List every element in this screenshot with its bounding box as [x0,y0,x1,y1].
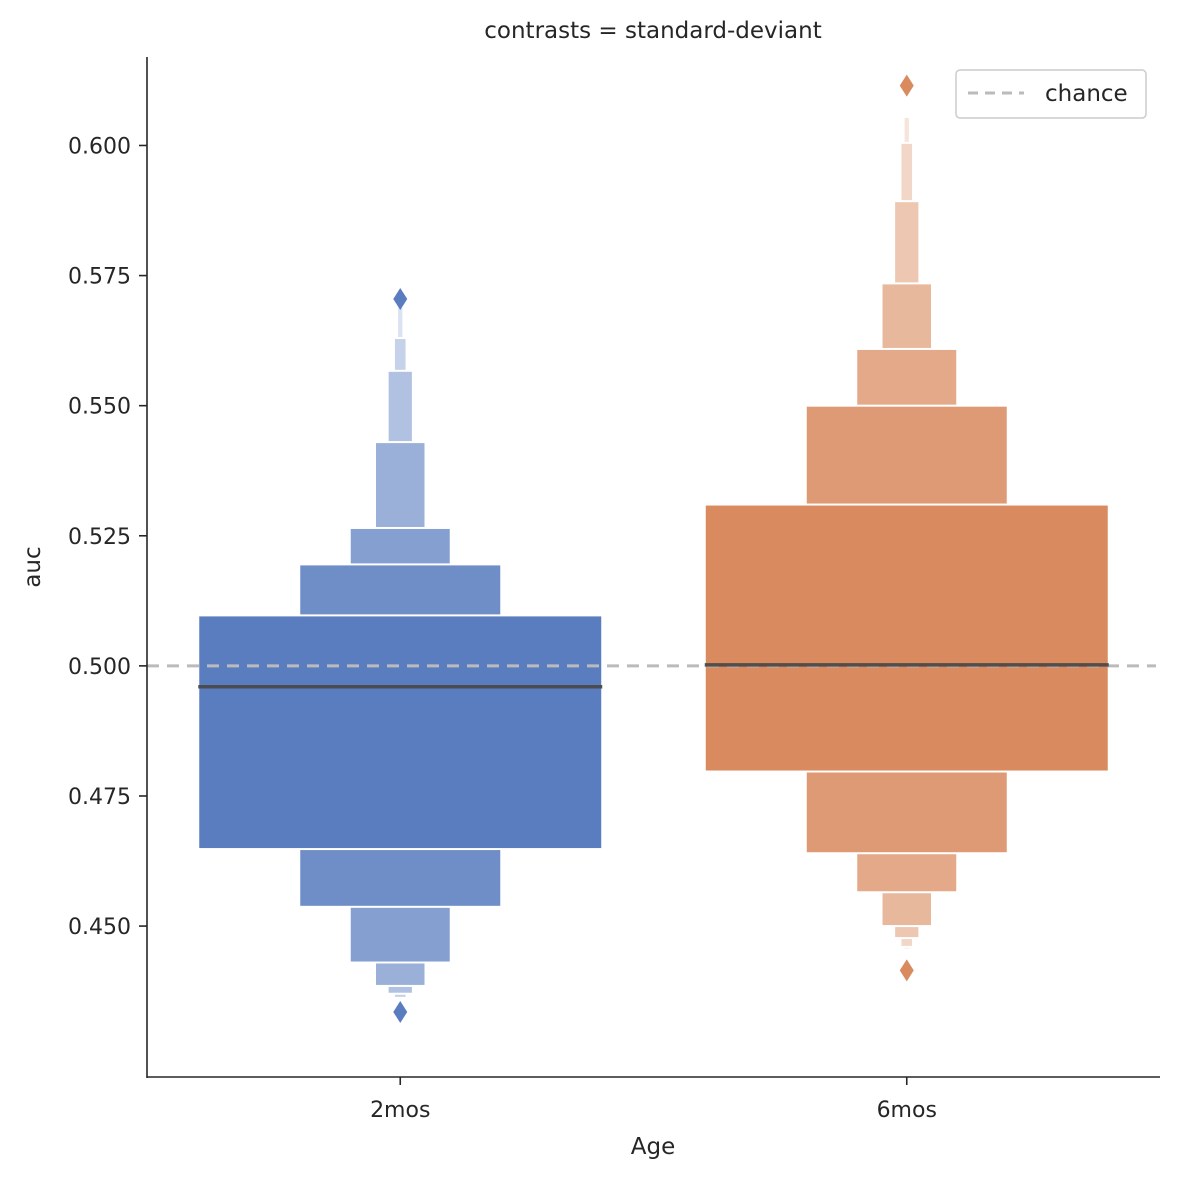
boxen-level-6mos-1 [703,503,1110,773]
y-axis-label: auc [20,546,46,587]
y-tick-label: 0.600 [68,134,131,159]
y-tick-label: 0.525 [68,525,131,550]
legend: chance [955,69,1147,119]
x-ticks: 2mos 6mos [370,1077,937,1123]
outlier-2mos-1 [393,287,408,310]
y-tick-label: 0.550 [68,395,131,420]
series-6mos [703,74,1110,982]
x-tick-label: 2mos [370,1098,430,1123]
y-tick-label: 0.475 [68,785,131,810]
series-2mos [197,287,604,1023]
outlier-6mos-1 [899,74,914,97]
legend-chance-label: chance [1045,81,1128,107]
y-ticks: 0.450 0.475 0.500 0.525 0.550 0.575 0.600 [68,134,147,940]
outlier-2mos-2 [393,1000,408,1023]
boxen-level-2mos-1 [197,614,604,851]
plot-area [147,74,1156,1023]
y-tick-label: 0.575 [68,265,131,290]
chart-title: contrasts = standard-deviant [484,18,822,44]
legend-frame [955,69,1147,119]
outlier-6mos-2 [899,959,914,982]
y-tick-label: 0.500 [68,655,131,680]
x-axis-label: Age [631,1134,675,1160]
x-tick-label: 6mos [877,1098,937,1123]
y-tick-label: 0.450 [68,915,131,940]
